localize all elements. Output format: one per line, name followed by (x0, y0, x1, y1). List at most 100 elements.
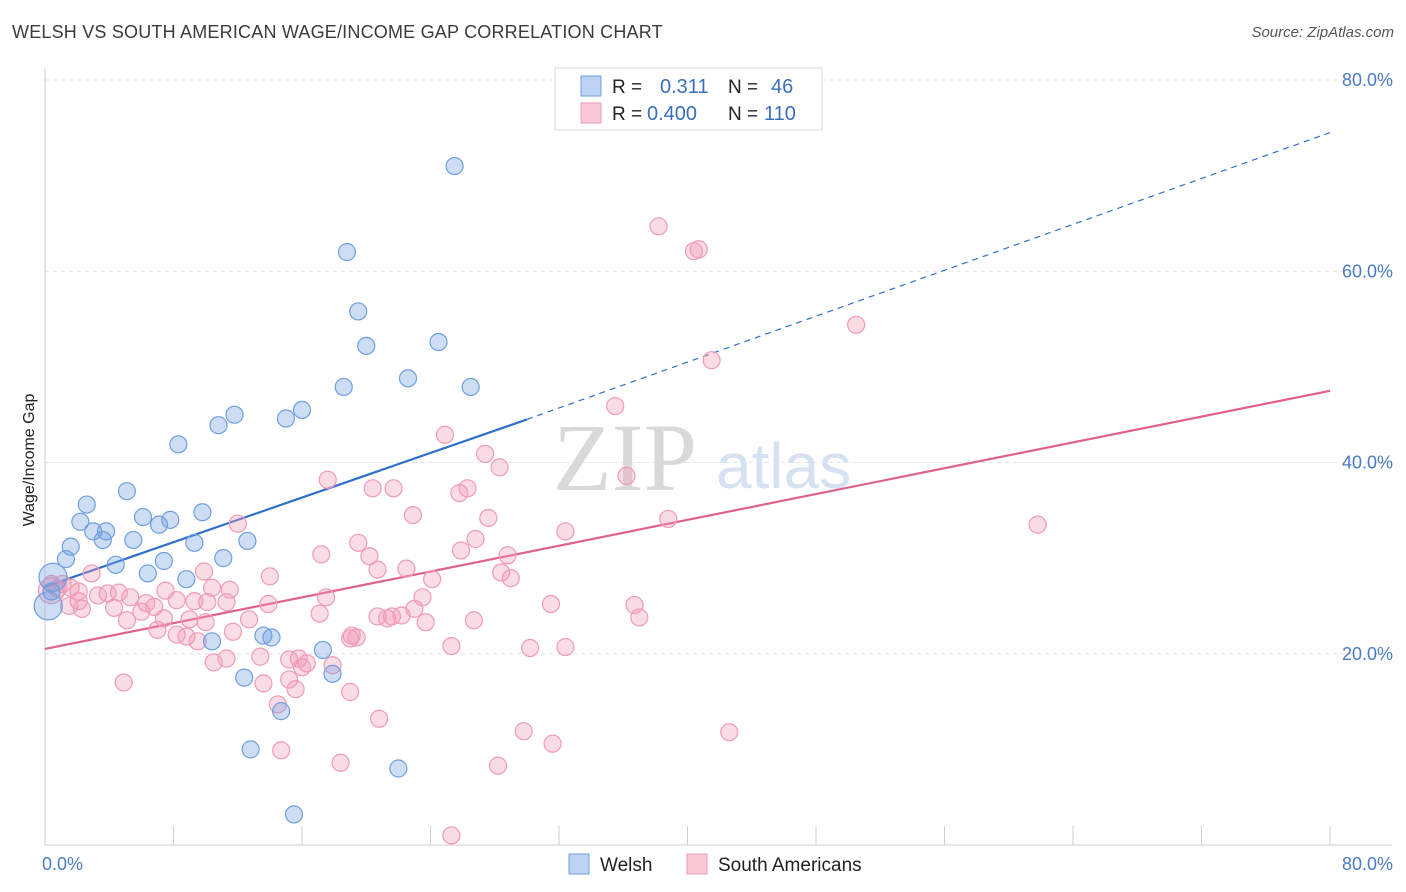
welsh-trend-line (44, 418, 528, 588)
watermark-atlas: atlas (716, 430, 851, 502)
south-americans-point-82 (520, 638, 540, 658)
welsh-point-3 (357, 336, 376, 355)
south-americans-point-20 (556, 522, 575, 541)
welsh-point-7 (461, 377, 480, 397)
south-americans-point-39 (69, 582, 88, 601)
y-axis-title: Wage/Income Gap (21, 394, 38, 527)
legend-welsh-n-label: N = (728, 77, 758, 98)
south-americans-point-66 (416, 613, 435, 632)
south-americans-point-94 (286, 680, 305, 699)
south-americans-point-54 (104, 598, 124, 617)
welsh-point-8 (292, 400, 312, 420)
south-americans-point-25 (360, 547, 379, 566)
welsh-point-16 (133, 507, 153, 527)
south-americans-point-81 (442, 636, 461, 656)
south-americans-point-22 (466, 529, 485, 549)
south-americans-point-92 (114, 673, 133, 692)
south-americans-point-31 (194, 562, 214, 581)
south-americans-point-19 (1028, 515, 1047, 534)
south-americans-point-4 (702, 351, 721, 370)
legend-sa-n-label: N = (728, 104, 758, 125)
x-tick-label-1: 80.0% (1342, 854, 1393, 874)
legend-welsh-n-value: 46 (771, 76, 793, 98)
welsh-point-30 (138, 564, 157, 583)
south-americans-point-34 (423, 570, 442, 589)
south-americans-point-29 (492, 563, 511, 582)
chart-title: WELSH VS SOUTH AMERICAN WAGE/INCOME GAP … (12, 22, 663, 42)
south-americans-point-44 (202, 578, 222, 597)
watermark: ZIP atlas (553, 404, 851, 511)
south-americans-point-60 (316, 588, 336, 607)
y-tick-label-3: 80.0% (1342, 70, 1393, 90)
south-americans-point-24 (312, 545, 331, 564)
welsh-point-43 (241, 740, 260, 759)
y-tick-label-1: 40.0% (1342, 453, 1393, 473)
bottom-legend-south-americans: South Americans (718, 855, 862, 876)
south-americans-point-3 (847, 315, 866, 334)
source-label: Source: ZipAtlas.com (1251, 24, 1394, 41)
bottom-legend-welsh: Welsh (600, 855, 652, 876)
south-americans-point-58 (217, 593, 236, 612)
welsh-point-34 (42, 582, 61, 601)
welsh-point-31 (214, 549, 233, 568)
south-americans-point-109 (280, 670, 299, 689)
welsh-point-13 (117, 482, 137, 501)
welsh-point-0 (445, 156, 464, 176)
bottom-legend: Welsh South Americans (568, 853, 862, 876)
welsh-point-39 (313, 640, 332, 660)
y-tick-label-2: 60.0% (1342, 261, 1393, 281)
south-americans-point-72 (239, 610, 259, 629)
south-americans-point-71 (310, 604, 329, 623)
south-americans-point-17 (659, 509, 678, 529)
south-americans-point-98 (514, 722, 533, 741)
south-americans-point-79 (341, 629, 360, 648)
south-americans-point-33 (260, 567, 279, 586)
welsh-point-2 (349, 302, 368, 321)
south-americans-point-11 (363, 479, 382, 498)
welsh-trend-line-projected (526, 132, 1331, 421)
welsh-point-15 (71, 512, 90, 531)
south-americans-point-10 (318, 470, 337, 489)
south-americans-point-15 (403, 505, 422, 525)
welsh-point-42 (272, 702, 291, 721)
south-americans-point-83 (556, 637, 575, 657)
legend-sa-r-value: 0.400 (647, 103, 697, 125)
south-americans-point-2 (689, 240, 708, 259)
south-americans-point-59 (259, 594, 278, 614)
welsh-point-22 (93, 530, 112, 550)
south-americans-point-77 (177, 627, 196, 646)
legend-welsh-r-label: R = (612, 77, 642, 98)
south-americans-point-56 (132, 602, 151, 621)
legend-sa-r-label: R = (612, 104, 642, 125)
south-americans-point-101 (272, 741, 291, 760)
welsh-point-9 (276, 409, 296, 428)
south-americans-point-27 (397, 559, 416, 578)
y-tick-label-0: 20.0% (1342, 644, 1393, 664)
legend-sa-n-value: 110 (764, 103, 796, 125)
south-americans-point-90 (292, 658, 312, 677)
south-americans-point-50 (121, 588, 140, 607)
south-americans-points (37, 217, 1047, 845)
welsh-point-19 (193, 503, 212, 522)
south-americans-point-30 (501, 569, 520, 588)
welsh-point-33 (38, 562, 68, 592)
south-americans-point-46 (185, 592, 204, 611)
trend-lines (44, 132, 1331, 651)
welsh-point-18 (161, 510, 180, 529)
x-tick-labels: 0.0% 80.0% (42, 854, 1393, 874)
welsh-point-38 (202, 632, 222, 651)
welsh-point-10 (225, 405, 244, 424)
south-americans-point-76 (148, 620, 167, 639)
welsh-point-40 (235, 668, 254, 687)
south-americans-point-16 (479, 508, 498, 528)
welsh-point-37 (262, 628, 281, 647)
south-americans-point-102 (331, 753, 350, 772)
legend-swatch-welsh (580, 75, 602, 97)
welsh-point-5 (398, 369, 418, 388)
south-americans-point-105 (342, 626, 361, 645)
south-americans-point-21 (349, 533, 368, 552)
welsh-point-12 (169, 435, 188, 454)
welsh-point-4 (429, 332, 448, 352)
legend-box: R = 0.311 N = 46 R = 0.400 N = 110 (554, 67, 823, 131)
south-americans-point-87 (217, 649, 236, 668)
